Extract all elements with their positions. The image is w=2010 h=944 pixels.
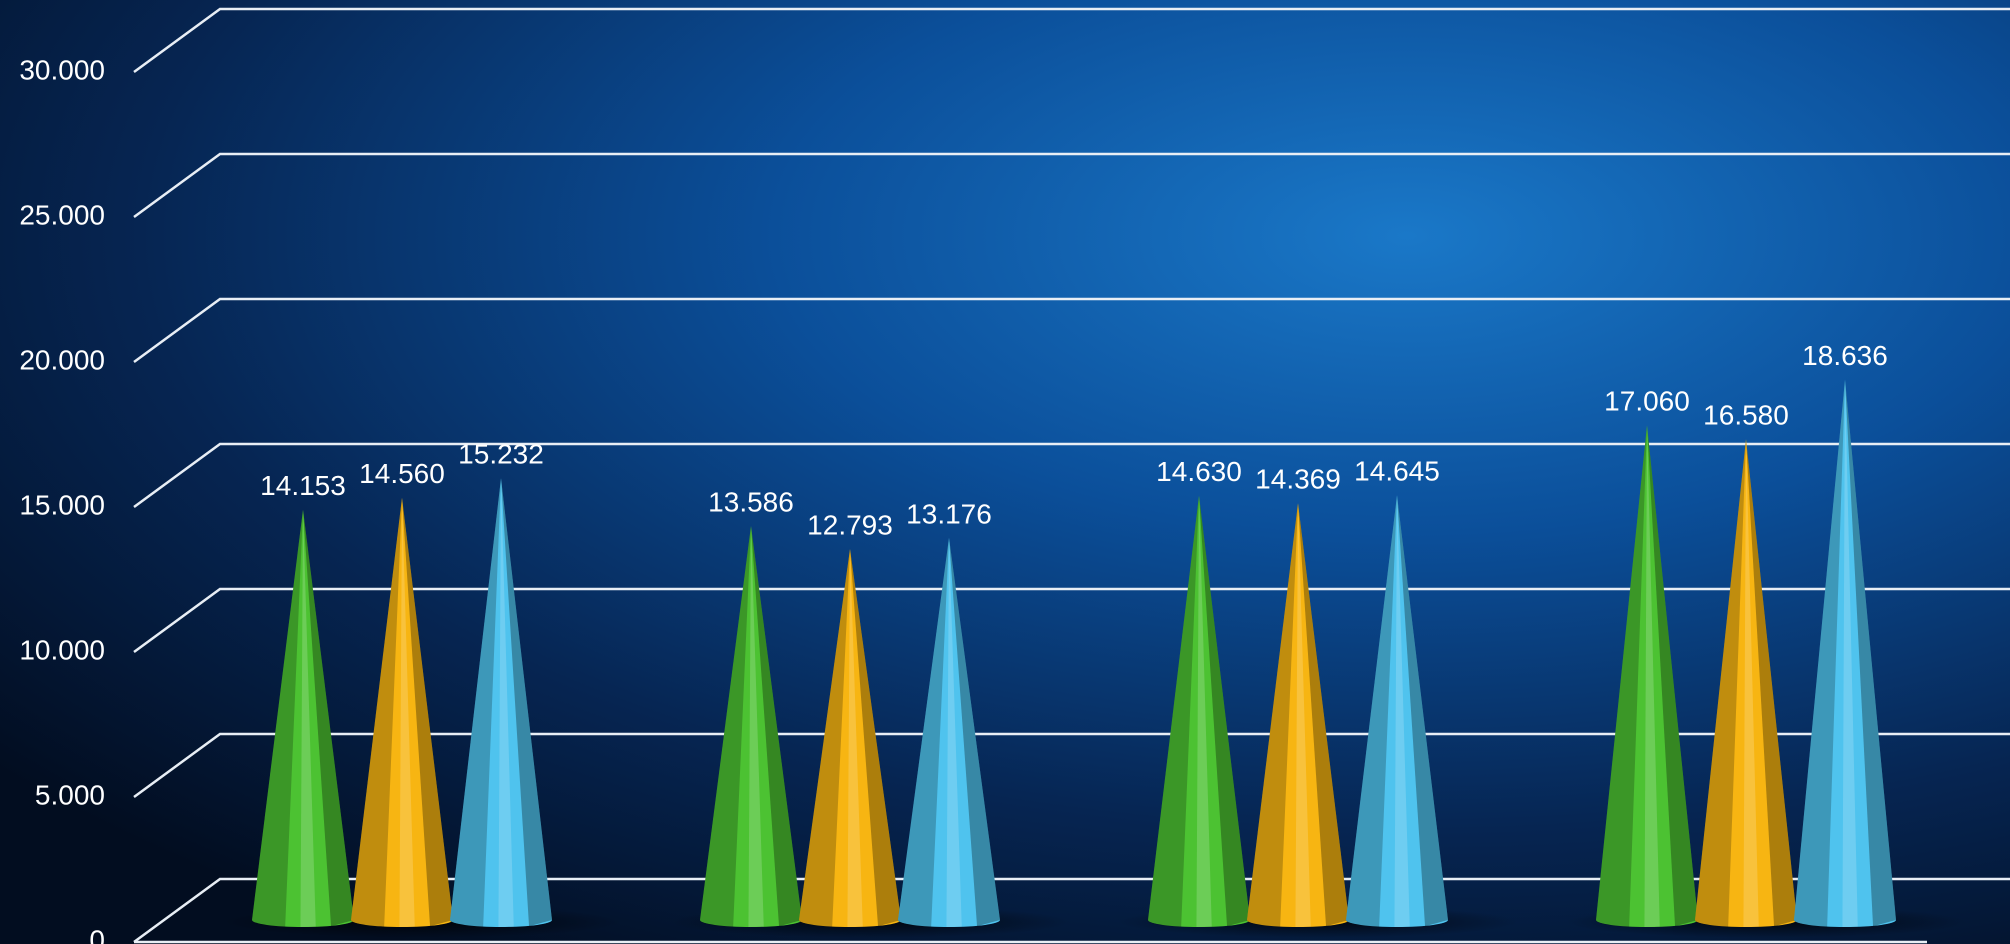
cone-shade	[251, 509, 303, 927]
cone-highlight	[1196, 495, 1212, 927]
value-label: 18.636	[1802, 340, 1888, 371]
cone-shade	[1746, 439, 1797, 927]
cone-shade	[699, 526, 751, 927]
cone-shade	[501, 478, 552, 927]
cone	[1247, 503, 1349, 927]
cone-shade	[798, 549, 850, 927]
cone-highlight	[847, 549, 863, 927]
value-label: 13.176	[906, 498, 992, 529]
value-label: 14.369	[1255, 464, 1341, 495]
cone	[450, 478, 552, 927]
cone-shade	[402, 497, 453, 927]
grid-line	[133, 587, 2010, 654]
cone-shade	[1793, 379, 1845, 927]
cone-highlight	[300, 509, 316, 927]
cone-highlight	[1394, 495, 1410, 927]
cone-shade	[1298, 503, 1349, 927]
cone	[1148, 495, 1250, 927]
cone-highlight	[399, 497, 415, 927]
cone	[252, 509, 354, 927]
cone	[700, 526, 802, 927]
cone-shade	[1397, 495, 1448, 927]
cone-shade	[1845, 379, 1896, 927]
cone-shade	[1199, 495, 1250, 927]
cone-shade	[1147, 495, 1199, 927]
cone-shade	[1647, 425, 1698, 927]
y-tick-label: 25.000	[19, 199, 105, 230]
value-label: 14.153	[260, 470, 346, 501]
cone-shade	[751, 526, 802, 927]
y-tick-label: 10.000	[19, 634, 105, 665]
cone-highlight	[748, 526, 764, 927]
y-tick-label: 30.000	[19, 54, 105, 85]
y-tick-label: 20.000	[19, 344, 105, 375]
cone-shade	[949, 537, 1000, 927]
cone-shade	[1246, 503, 1298, 927]
value-label: 14.560	[359, 458, 445, 489]
value-label: 14.630	[1156, 456, 1242, 487]
cone-shade	[1595, 425, 1647, 927]
cone-shade	[850, 549, 901, 927]
cone-highlight	[498, 478, 514, 927]
cone-shade	[1345, 495, 1397, 927]
grid-line	[133, 152, 2010, 219]
cone-shade	[350, 497, 402, 927]
cone-highlight	[1644, 425, 1660, 927]
cone-shade	[303, 509, 354, 927]
cone-shade	[897, 537, 949, 927]
cone-shade	[1694, 439, 1746, 927]
cone-highlight	[946, 537, 962, 927]
grid-line	[133, 297, 2010, 364]
cone-highlight	[1295, 503, 1311, 927]
value-label: 12.793	[807, 509, 893, 540]
cone	[1794, 379, 1896, 927]
value-label: 13.586	[708, 486, 794, 517]
grid-line	[133, 442, 2010, 509]
cone-highlight	[1743, 439, 1759, 927]
y-tick-label: 15.000	[19, 489, 105, 520]
value-label: 14.645	[1354, 456, 1440, 487]
cone	[1695, 439, 1797, 927]
value-label: 15.232	[458, 439, 544, 470]
cone-highlight	[1842, 379, 1858, 927]
cone	[351, 497, 453, 927]
y-tick-label: 5.000	[35, 779, 105, 810]
cone	[898, 537, 1000, 927]
cone	[1596, 425, 1698, 927]
value-label: 16.580	[1703, 400, 1789, 431]
cone-shade	[449, 478, 501, 927]
y-tick-label: 0	[89, 924, 105, 944]
value-label: 17.060	[1604, 386, 1690, 417]
cone	[799, 549, 901, 927]
grid-line	[133, 7, 2010, 74]
cone	[1346, 495, 1448, 927]
